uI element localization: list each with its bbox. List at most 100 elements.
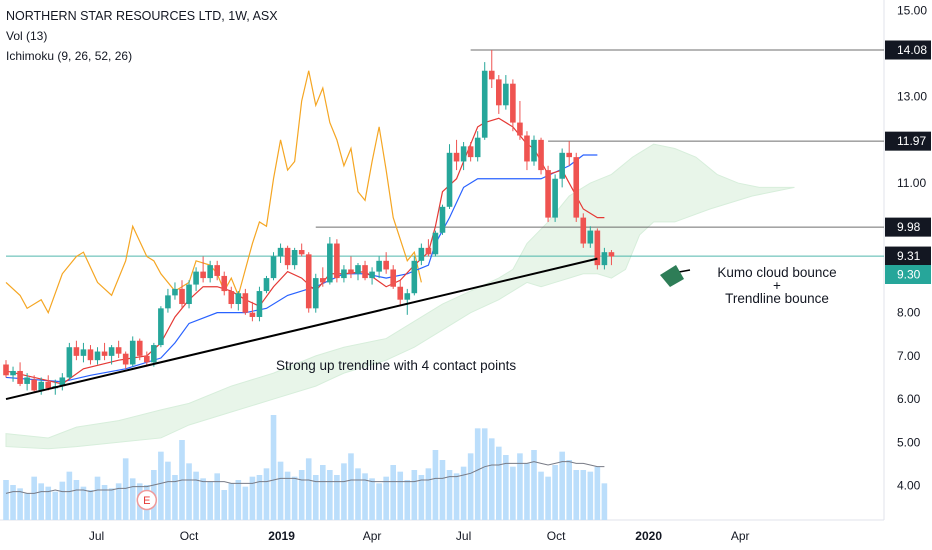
price-label-box: [885, 40, 931, 60]
x-tick-label: Jul: [456, 529, 471, 543]
volume-bar: [270, 415, 277, 520]
price-label-text: 9.31: [897, 249, 921, 263]
price-label-text: 14.08: [897, 43, 927, 57]
volume-bar: [587, 471, 594, 520]
y-tick-label: 6.00: [897, 392, 921, 406]
candle-down: [45, 381, 52, 389]
volume-bar: [66, 471, 73, 520]
volume-bar: [460, 466, 467, 520]
volume-bar: [488, 438, 495, 520]
volume-bar: [94, 476, 101, 520]
trendline: [5, 257, 598, 401]
candle-down: [221, 275, 228, 292]
volume-bar: [242, 486, 249, 520]
candle-up: [404, 293, 411, 300]
x-tick-label: Apr: [363, 529, 382, 543]
price-label: 14.08: [885, 40, 931, 60]
volume-bar: [80, 486, 87, 520]
earnings-marker-circle: [136, 489, 158, 511]
price-label-box: [885, 246, 931, 266]
chart-legend: NORTHERN STAR RESOURCES LTD, 1W, ASX Vol…: [6, 6, 278, 66]
price-label-text: 9.98: [897, 220, 921, 234]
volume-bar: [186, 463, 192, 520]
volume-bar: [263, 468, 270, 520]
volume-bar: [87, 490, 94, 520]
volume-bar: [31, 476, 37, 520]
candle-down: [214, 265, 220, 276]
volume-bar: [425, 468, 432, 520]
volume-bar: [362, 473, 368, 520]
volume-bar: [45, 486, 52, 520]
volume-bar: [129, 478, 136, 520]
candle-up: [151, 345, 157, 363]
trendline-line: [5, 257, 598, 401]
volume-bar: [165, 461, 171, 520]
candle-down: [228, 291, 235, 305]
candle-down: [31, 379, 37, 391]
volume-bar: [545, 476, 551, 520]
bounce-annotation-line3: Trendline bounce: [725, 291, 829, 306]
volume-bar: [256, 475, 263, 520]
volume-bar: [531, 450, 537, 520]
volume-bar: [10, 485, 16, 520]
volume-bar: [52, 491, 59, 520]
volume-bar: [38, 483, 44, 520]
volume-bars: [3, 415, 608, 520]
candle-up: [376, 260, 382, 272]
candle-up: [411, 260, 418, 294]
volume-bar: [320, 465, 326, 520]
symbol-title: NORTHERN STAR RESOURCES LTD, 1W, ASX: [6, 9, 278, 23]
volume-bar: [341, 463, 347, 520]
volume-bar: [439, 460, 446, 520]
candle-up: [559, 152, 565, 179]
candle-down: [73, 347, 80, 356]
candle-up: [481, 70, 488, 138]
candle-down: [488, 70, 495, 80]
volume-bar: [73, 480, 80, 520]
candle-up: [503, 83, 509, 106]
candle-up: [460, 146, 467, 162]
volume-bar: [115, 483, 122, 520]
price-label-box: [885, 217, 931, 237]
horizontal-levels: [6, 49, 884, 257]
candle-up: [94, 351, 101, 361]
candle-down: [580, 217, 587, 244]
volume-bar: [193, 471, 199, 520]
arrow-head: [660, 265, 684, 287]
volume-bar: [467, 453, 474, 520]
x-tick-label: 2020: [635, 529, 662, 543]
price-label-box: [885, 264, 931, 284]
y-tick-label: 13.00: [897, 90, 927, 104]
candle-down: [397, 286, 404, 300]
volume-bar: [418, 475, 425, 520]
candle-up: [108, 347, 115, 356]
candle-up: [172, 288, 178, 296]
candle-down: [524, 135, 530, 162]
candle-down: [517, 122, 523, 136]
volume-bar: [101, 485, 108, 520]
volume-bar: [580, 470, 587, 520]
candle-down: [200, 271, 206, 279]
ichimoku-indicator-label[interactable]: Ichimoku (9, 26, 52, 26): [6, 49, 133, 63]
volume-bar: [108, 488, 115, 520]
volume-bar: [453, 473, 460, 520]
candle-up: [158, 308, 164, 346]
volume-indicator-label[interactable]: Vol (13): [6, 29, 48, 43]
candle-up: [474, 137, 481, 158]
candle-down: [425, 247, 432, 255]
candle-up: [341, 269, 347, 279]
candle-up: [193, 271, 199, 285]
volume-bar: [200, 478, 206, 520]
volume-bar: [277, 461, 284, 520]
candle-up: [59, 377, 66, 387]
volume-bar: [474, 428, 481, 520]
volume-bar: [524, 463, 530, 520]
candle-up: [270, 256, 277, 279]
candle-up: [587, 230, 594, 244]
candle-up: [446, 152, 453, 207]
conversion-line: [5, 117, 605, 385]
price-label: 11.97: [885, 131, 931, 151]
volume-bar: [446, 470, 453, 520]
candle-up: [263, 278, 270, 292]
